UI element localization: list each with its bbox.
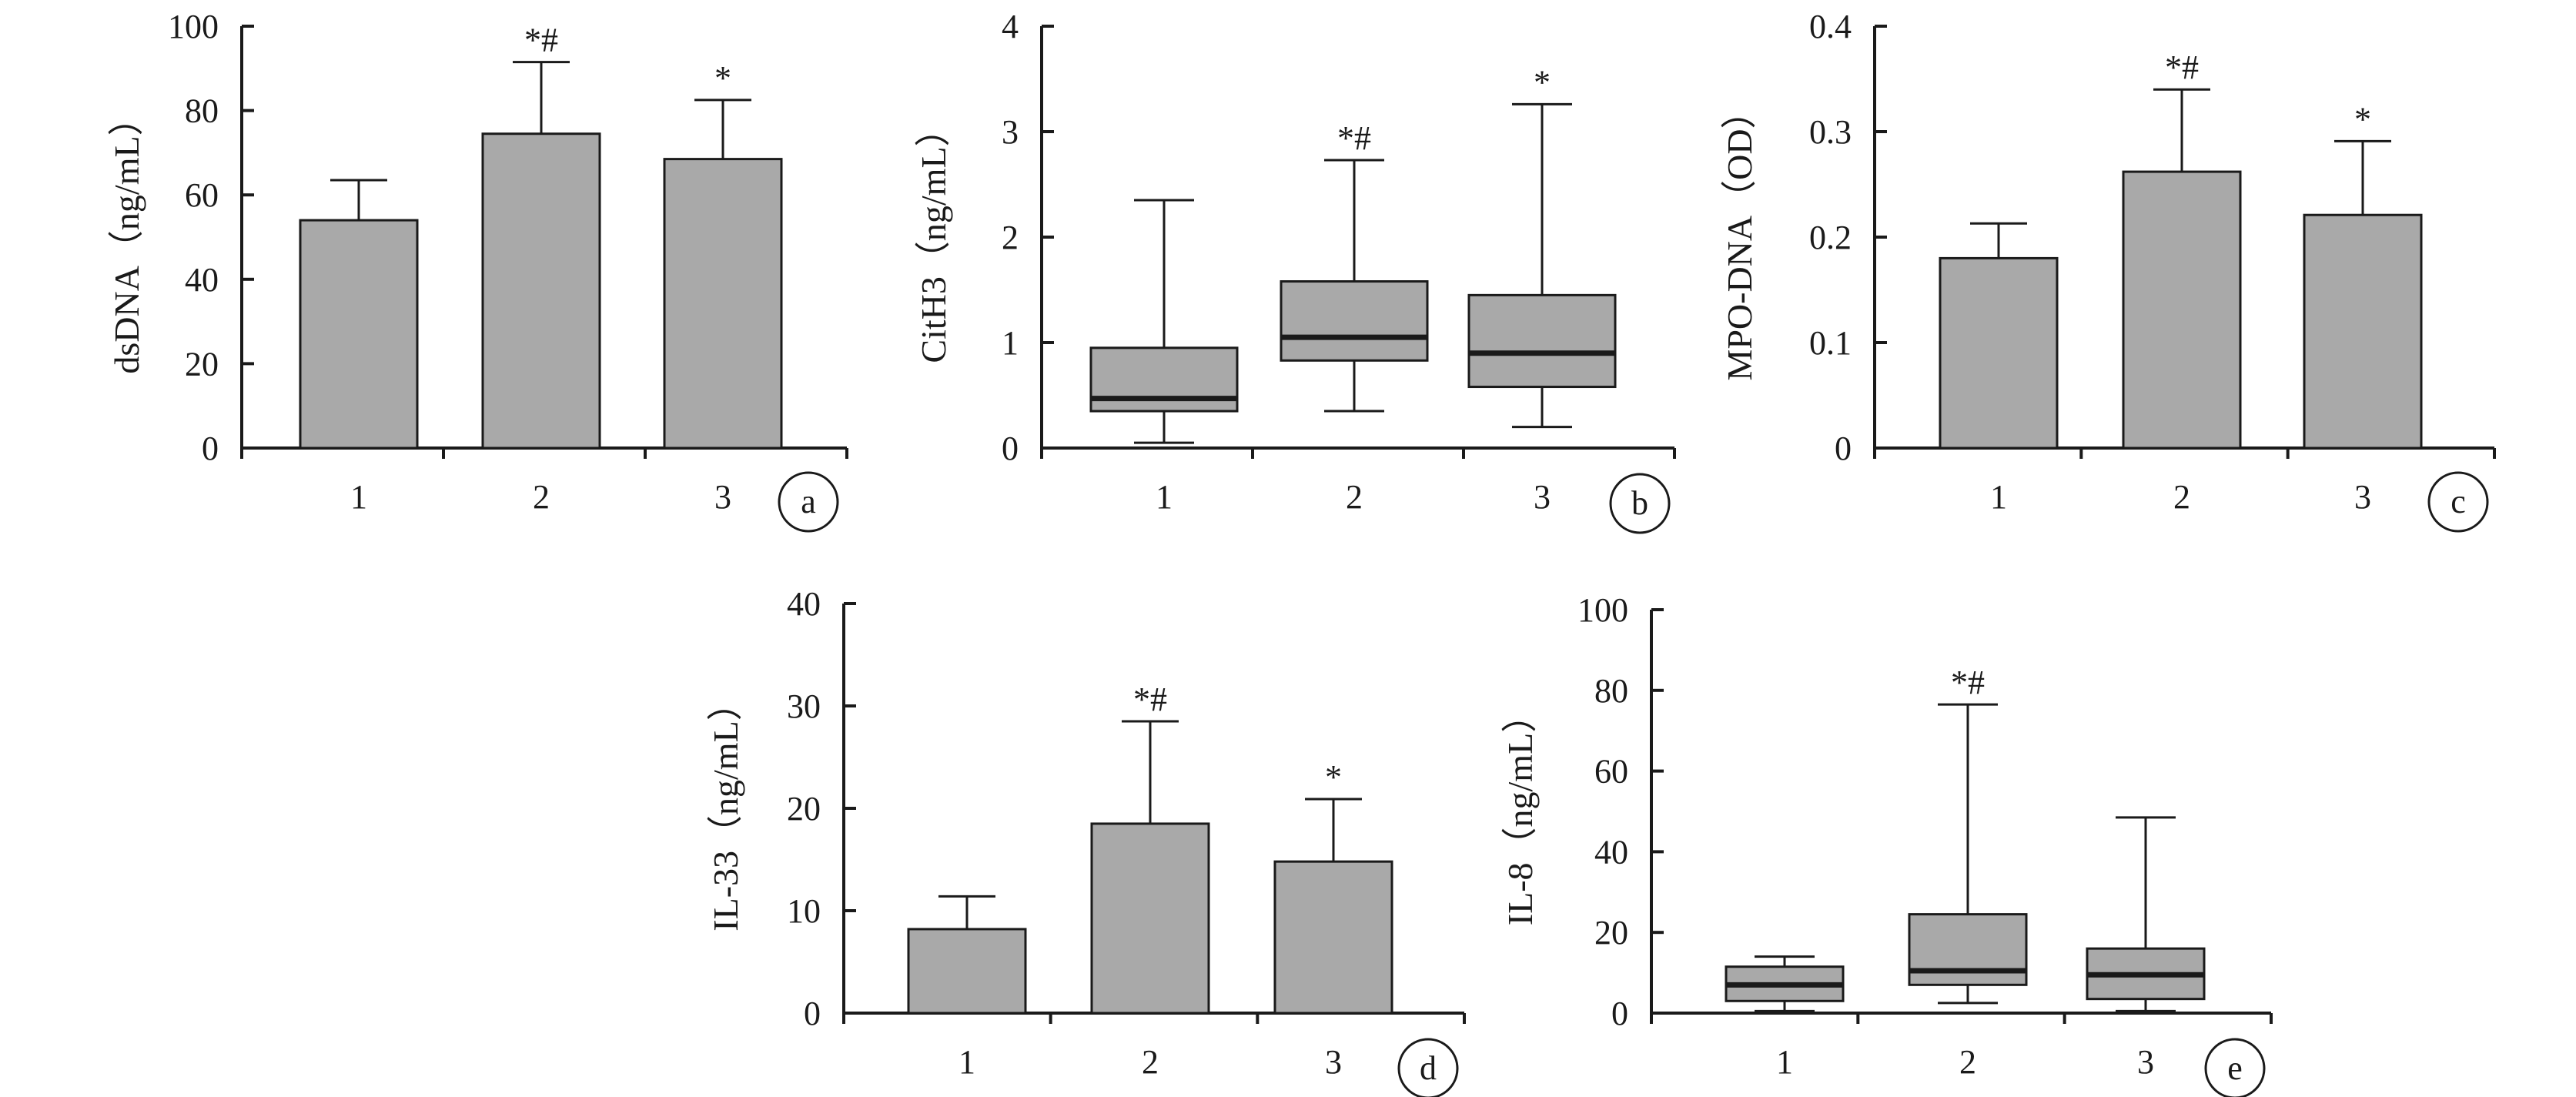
x-tick-label: 3 [2354,478,2371,516]
panel-letter: c [2451,483,2466,520]
significance-marker: * [714,59,731,97]
y-tick-label: 1 [1002,324,1019,362]
bar [2303,213,2423,450]
y-axis-title: MPO-DNA（OD） [1720,93,1759,380]
significance-marker: * [1325,758,1342,796]
x-tick-label: 2 [533,478,550,516]
y-tick-label: 60 [1594,753,1628,791]
y-axis-title: dsDNA（ng/mL） [107,100,146,373]
x-tick-label: 1 [1156,478,1173,516]
y-tick-label: 0 [804,995,821,1032]
y-tick-label: 0 [1002,430,1019,467]
panel-c: 0 0.1 0.2 0.3 0.4 1 2 3 MPO-DNA（OD） *# * c [1720,8,2496,533]
bar [2122,170,2242,450]
x-tick-label: 1 [1990,478,2007,516]
y-tick-label: 100 [1577,591,1628,629]
y-tick-label: 40 [1594,833,1628,871]
y-tick-label: 2 [1002,219,1019,256]
significance-marker: *# [1951,664,1985,701]
box [1467,293,1617,389]
bar [663,158,783,450]
y-tick-label: 60 [185,176,219,214]
y-tick-label: 20 [185,345,219,383]
y-tick-label: 40 [787,585,821,623]
significance-marker: *# [1337,119,1371,157]
x-tick-label: 3 [1534,478,1551,516]
y-tick-label: 0 [1835,430,1852,467]
panel-letter-circle [1397,1038,1459,1097]
y-tick-label: 4 [1002,8,1019,45]
bar [1939,256,2059,450]
panel-d: 0 10 20 30 40 1 2 3 IL-33（ng/mL） *# * d [706,585,1466,1097]
x-tick-label: 1 [350,478,367,516]
bar [1090,822,1210,1015]
y-tick-label: 20 [1594,914,1628,952]
box [1908,913,2028,986]
y-tick-label: 80 [185,92,219,130]
panel-letter: e [2227,1049,2243,1087]
y-tick-label: 100 [168,8,219,45]
panel-letter-circle [778,471,839,533]
significance-marker: *# [1133,681,1167,718]
significance-marker: *# [2165,48,2199,86]
y-tick-label: 0 [1611,995,1628,1032]
y-tick-label: 10 [787,892,821,930]
significance-marker: * [1534,63,1551,101]
x-tick-label: 2 [1346,478,1363,516]
y-tick-label: 0.1 [1809,324,1852,362]
bar [1273,860,1393,1015]
bar [299,219,419,450]
x-tick-label: 1 [958,1043,975,1081]
x-tick-label: 2 [2173,478,2190,516]
y-tick-label: 0.3 [1809,113,1852,151]
y-tick-label: 0.2 [1809,219,1852,256]
y-axis-title: IL-8（ng/mL） [1500,697,1540,925]
box [1280,280,1429,362]
y-tick-label: 40 [185,261,219,299]
panel-a: 0 20 40 60 80 100 1 2 3 dsDNA（ng/mL） *# * a [107,8,848,533]
panel-letter: d [1420,1049,1437,1087]
panel-letter: a [801,483,816,520]
panel-letter-circle [2204,1038,2266,1097]
x-tick-label: 3 [1325,1043,1342,1081]
x-tick-label: 3 [714,478,731,516]
panel-e: 0 20 40 60 80 100 1 2 3 IL-8（ng/mL） *# e [1500,591,2273,1097]
bar [907,928,1027,1015]
x-tick-label: 2 [1142,1043,1159,1081]
y-axis-title: CitH3（ng/mL） [914,111,953,363]
y-tick-label: 20 [787,790,821,828]
x-tick-label: 1 [1776,1043,1793,1081]
box [1089,346,1239,413]
y-tick-label: 80 [1594,672,1628,710]
y-tick-label: 0 [202,430,219,467]
y-tick-label: 30 [787,687,821,725]
significance-marker: *# [524,22,558,59]
y-axis-title: IL-33（ng/mL） [706,685,745,931]
panel-letter-circle [2427,471,2489,533]
y-tick-label: 0.4 [1809,8,1852,45]
y-tick-label: 3 [1002,113,1019,151]
bar [481,132,601,450]
x-tick-label: 2 [1959,1043,1976,1081]
panel-letter: b [1631,484,1648,522]
panel-b: 0 1 2 3 4 1 2 3 CitH3（ng/mL） *# * b [914,8,1676,534]
x-tick-label: 3 [2137,1043,2154,1081]
significance-marker: * [2354,100,2371,138]
panel-letter-circle [1609,473,1671,534]
